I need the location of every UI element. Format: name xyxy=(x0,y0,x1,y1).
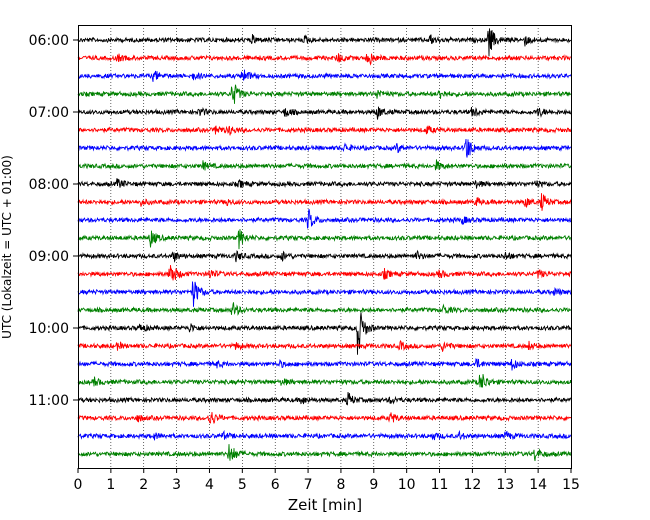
y-tick-label: 06:00 xyxy=(29,33,69,49)
seismic-trace xyxy=(77,265,572,281)
y-tick-label: 11:00 xyxy=(29,393,69,409)
seismic-trace xyxy=(77,374,572,388)
seismic-trace xyxy=(77,138,572,158)
x-tick-label: 11 xyxy=(431,477,449,493)
seismic-trace xyxy=(77,358,572,371)
seismic-trace xyxy=(77,229,572,250)
y-tick-label: 10:00 xyxy=(29,321,69,337)
seismic-trace xyxy=(77,281,572,307)
x-tick-label: 1 xyxy=(106,477,115,493)
plot-frame xyxy=(78,25,572,469)
grid-layer xyxy=(110,25,539,468)
x-tick-label: 3 xyxy=(172,477,181,493)
seismic-trace xyxy=(77,392,572,406)
seismic-trace xyxy=(78,159,572,171)
x-tick-label: 14 xyxy=(529,477,547,493)
x-tick-label: 5 xyxy=(238,477,247,493)
x-axis: 0 1 2 3 4 5 6 7 8 9 10 11 12 13 14 15 xyxy=(74,468,580,493)
x-tick-label: 12 xyxy=(463,477,481,493)
seismic-trace xyxy=(77,302,572,316)
seismic-trace xyxy=(77,429,572,441)
seismic-trace xyxy=(77,444,572,461)
seismic-trace xyxy=(77,193,572,211)
y-tick-label: 07:00 xyxy=(29,105,69,121)
y-tick-label: 09:00 xyxy=(29,249,69,265)
x-tick-label: 10 xyxy=(398,477,416,493)
seismic-trace xyxy=(77,125,572,136)
seismic-trace xyxy=(77,339,572,352)
x-tick-label: 0 xyxy=(74,477,83,493)
x-tick-label: 9 xyxy=(369,477,378,493)
x-tick-label: 13 xyxy=(496,477,514,493)
trace-layer xyxy=(77,28,572,461)
y-tick-label: 08:00 xyxy=(29,177,69,193)
seismic-trace xyxy=(78,69,572,82)
x-tick-label: 8 xyxy=(336,477,345,493)
seismic-trace xyxy=(77,209,572,229)
x-tick-label: 15 xyxy=(562,477,580,493)
y-axis: 06:00 07:00 08:00 09:00 10:00 11:00 xyxy=(29,33,78,409)
seismic-trace xyxy=(77,249,572,263)
seismic-trace xyxy=(77,106,572,120)
x-tick-label: 6 xyxy=(271,477,280,493)
seismic-trace xyxy=(77,178,572,189)
seismic-trace xyxy=(77,412,571,425)
seismic-trace xyxy=(77,84,572,104)
x-tick-label: 7 xyxy=(304,477,313,493)
x-tick-label: 4 xyxy=(205,477,214,493)
seismic-trace xyxy=(77,53,572,66)
seismic-trace xyxy=(77,312,572,355)
y-axis-title: UTC (Lokalzeit = UTC + 01:00) xyxy=(0,155,14,339)
seismic-trace xyxy=(77,28,572,57)
x-tick-label: 2 xyxy=(139,477,148,493)
x-axis-title: Zeit [min] xyxy=(288,496,362,514)
